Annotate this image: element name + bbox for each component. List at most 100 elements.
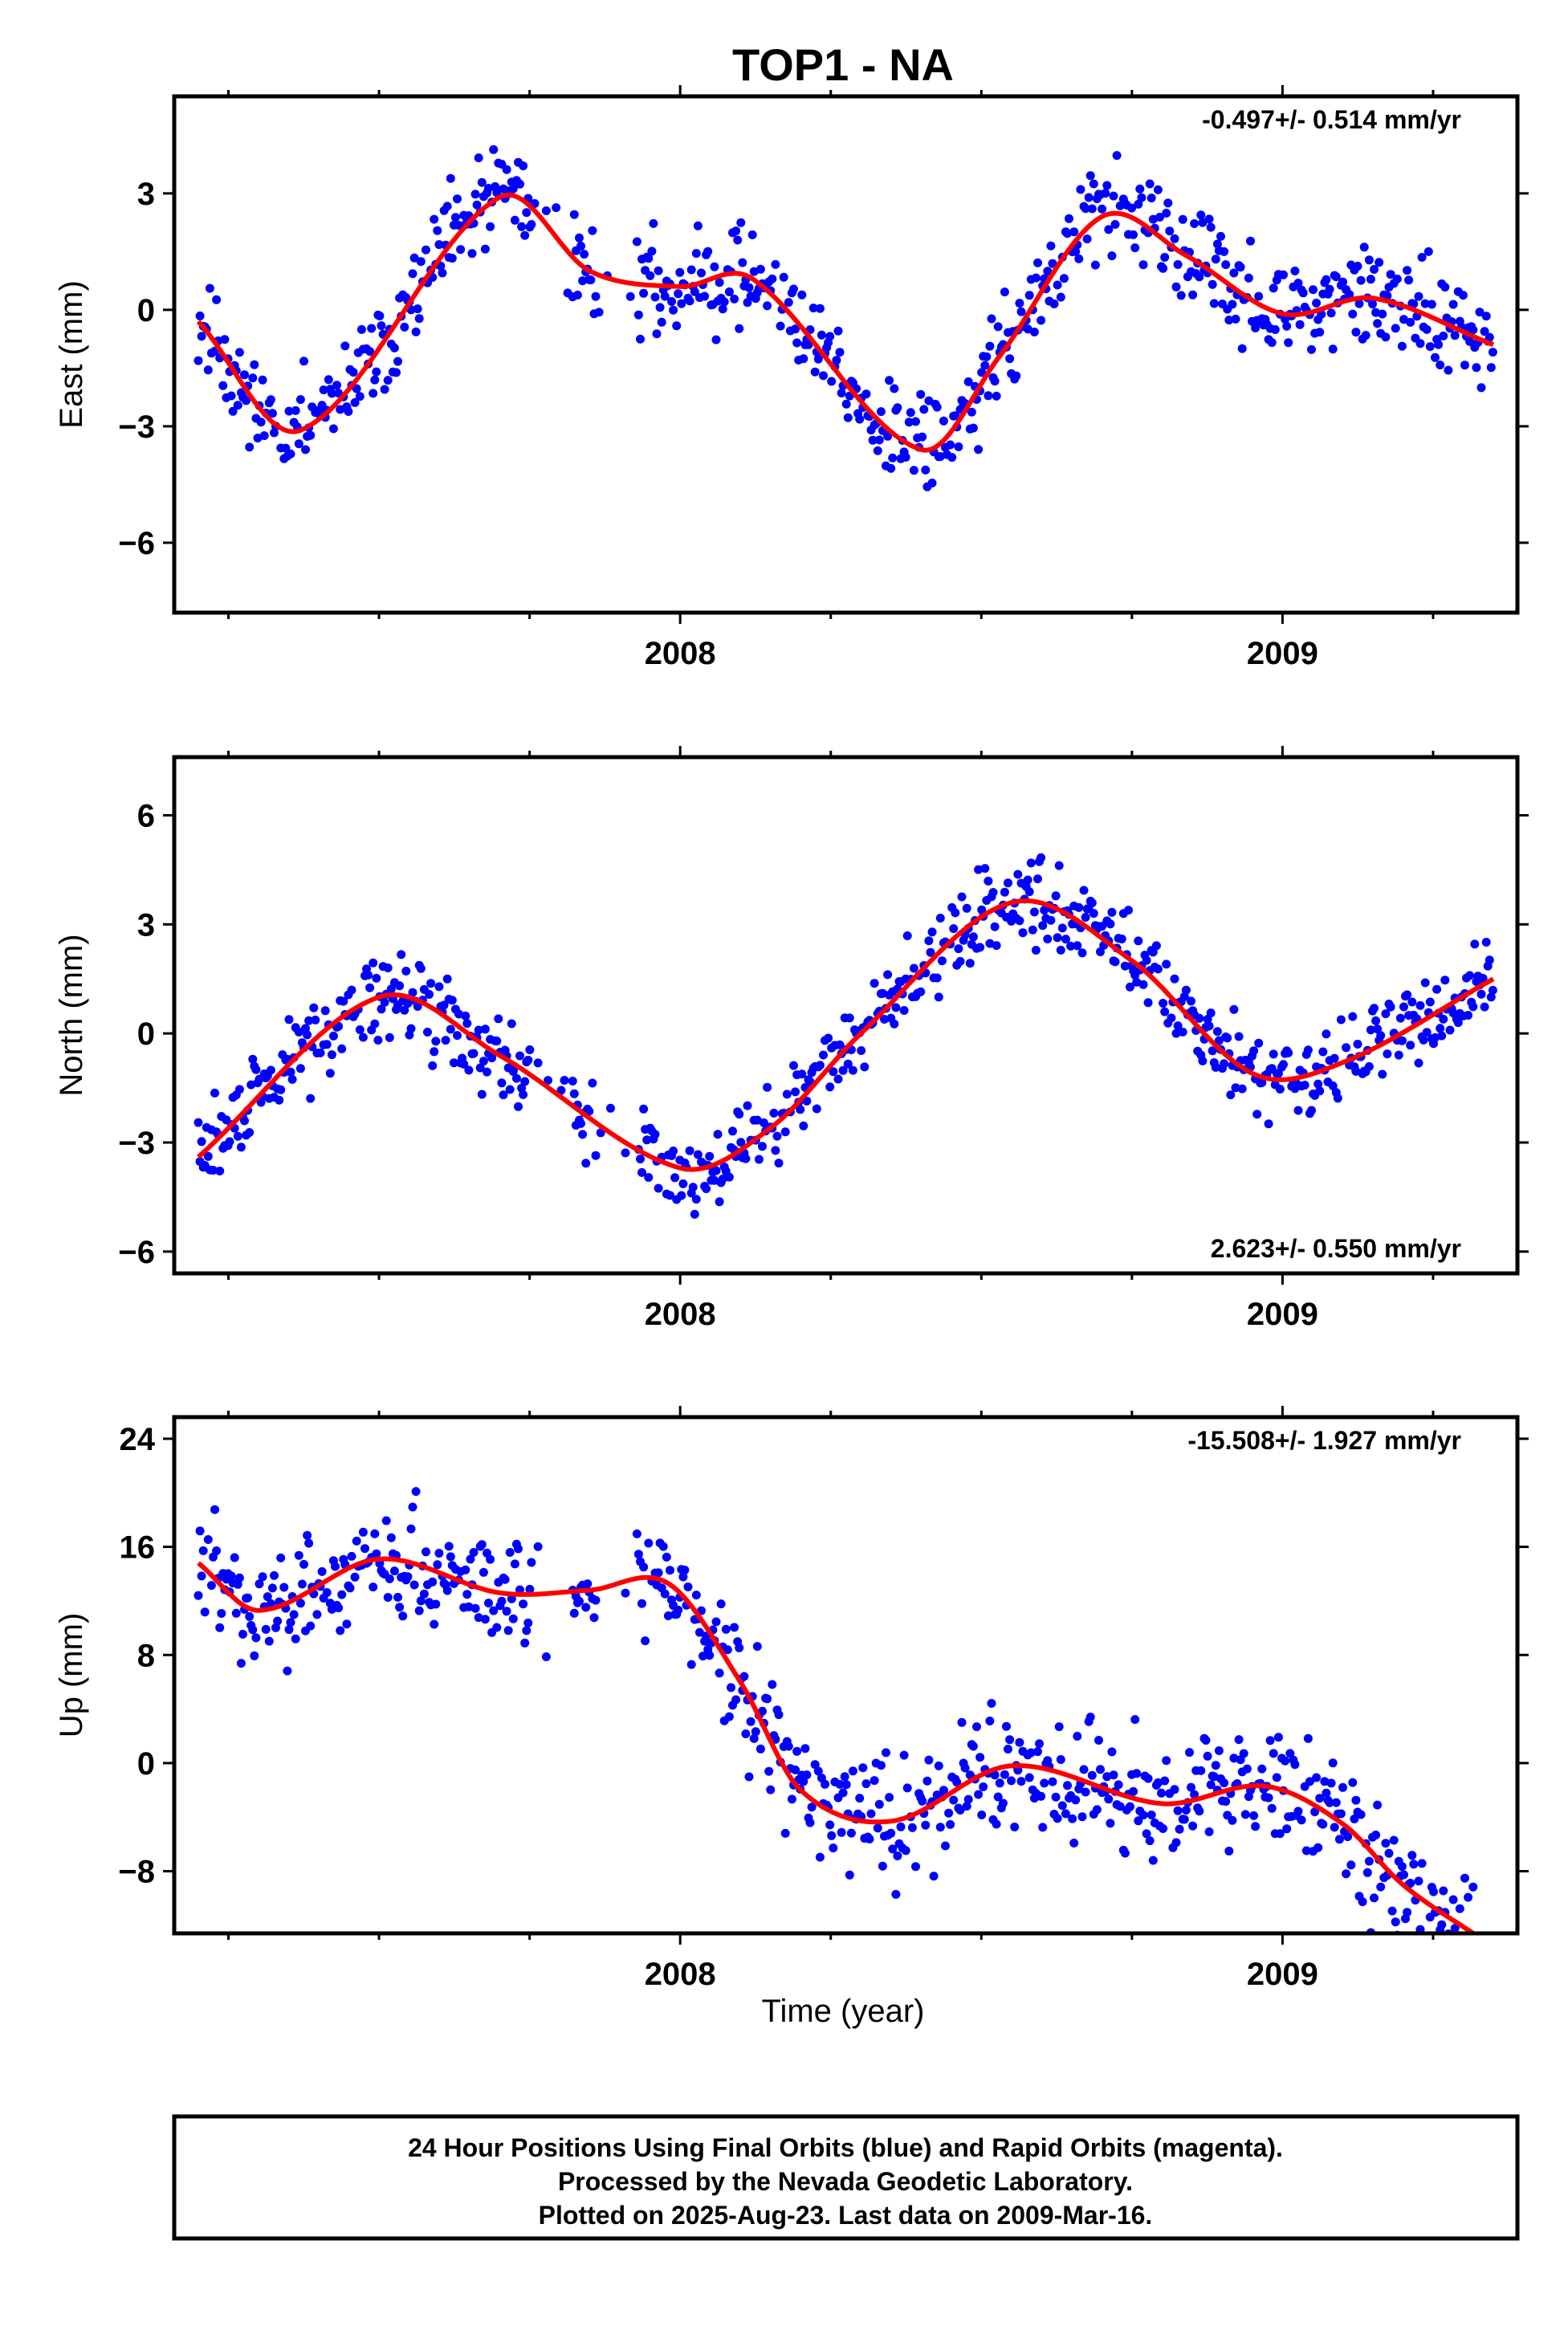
north-points [193, 853, 1497, 1219]
up-data-point [674, 1605, 683, 1615]
north-data-point [1414, 1058, 1423, 1068]
east-data-point [1370, 265, 1379, 274]
east-data-point [691, 249, 701, 259]
east-data-point [771, 259, 780, 269]
east-points [193, 145, 1497, 491]
east-data-point [1427, 299, 1436, 309]
up-data-point [431, 1599, 441, 1609]
up-data-point [1146, 1811, 1156, 1819]
north-data-point [1026, 858, 1036, 868]
up-data-point [1437, 1920, 1447, 1929]
up-data-point [715, 1668, 724, 1678]
east-data-point [1188, 290, 1198, 299]
up-data-point [1201, 1736, 1211, 1745]
up-data-point [637, 1599, 646, 1608]
east-data-point [832, 356, 841, 365]
north-data-point [416, 963, 426, 973]
up-data-point [226, 1571, 236, 1581]
up-data-point [430, 1619, 439, 1629]
north-data-point [693, 1150, 703, 1159]
east-data-point [1212, 239, 1222, 249]
north-data-point [678, 1179, 688, 1188]
east-data-point [1033, 258, 1042, 267]
north-data-point [515, 1051, 524, 1061]
east-data-point [954, 442, 963, 451]
north-data-point [1293, 1106, 1303, 1115]
up-data-point [896, 1822, 906, 1831]
up-data-point [409, 1580, 419, 1590]
east-data-point [1270, 325, 1280, 334]
east-data-point [1254, 291, 1264, 301]
up-data-point [1234, 1735, 1244, 1745]
north-data-point [286, 1067, 295, 1077]
north-data-point [835, 1040, 845, 1049]
east-data-point [434, 240, 444, 250]
up-data-point [1085, 1713, 1095, 1722]
north-data-point [1051, 891, 1061, 901]
up-data-point [841, 1780, 851, 1790]
east-data-point [744, 283, 754, 292]
north-xtick-label: 2009 [1247, 1297, 1318, 1332]
east-xtick-label: 2008 [645, 636, 716, 671]
north-data-point [447, 996, 457, 1005]
up-data-point [829, 1843, 838, 1853]
east-data-point [1417, 253, 1427, 262]
north-data-point [650, 1130, 660, 1139]
north-data-point [306, 1094, 316, 1103]
up-data-point [489, 1606, 499, 1615]
east-data-point [1488, 348, 1497, 357]
east-data-point [1392, 275, 1402, 283]
east-data-point [1290, 267, 1300, 275]
north-data-point [1223, 1033, 1232, 1043]
north-data-point [434, 982, 444, 992]
up-data-point [1068, 1814, 1077, 1823]
up-data-point [763, 1694, 772, 1704]
east-data-point [1368, 299, 1377, 309]
north-data-point [370, 1019, 380, 1029]
east-data-point [886, 463, 896, 473]
east-data-point [413, 304, 422, 314]
east-data-point [369, 389, 378, 398]
up-data-point [815, 1852, 825, 1862]
up-data-point [1037, 1791, 1046, 1801]
east-data-point [1383, 291, 1392, 300]
up-data-point [386, 1533, 396, 1542]
north-data-point [320, 1006, 330, 1016]
up-data-point [236, 1659, 246, 1668]
east-data-point [1029, 328, 1039, 336]
north-data-point [1445, 1025, 1455, 1035]
up-data-point [444, 1542, 454, 1551]
up-data-point [484, 1599, 493, 1608]
up-frame [172, 1415, 1520, 1936]
north-data-point [1336, 1015, 1346, 1024]
east-data-point [632, 237, 641, 246]
up-data-point [470, 1603, 480, 1613]
up-data-point [1188, 1821, 1198, 1831]
north-data-point [347, 985, 356, 995]
north-data-point [1142, 955, 1151, 965]
north-data-point [782, 1090, 792, 1099]
up-data-point [523, 1618, 533, 1627]
east-data-point [1173, 260, 1183, 269]
up-data-point [1115, 1802, 1125, 1811]
east-data-point [735, 324, 744, 333]
east-data-point [841, 399, 851, 409]
up-data-point [234, 1573, 244, 1583]
east-data-point [711, 335, 721, 344]
north-data-point [1279, 1060, 1288, 1069]
east-data-point [1356, 275, 1366, 285]
up-data-point [1273, 1733, 1283, 1742]
up-data-point [1138, 1811, 1148, 1820]
north-data-point [880, 1015, 889, 1024]
north-data-point [980, 864, 990, 874]
east-data-point [1216, 231, 1225, 241]
east-data-point [1422, 324, 1432, 334]
north-data-point [1198, 1056, 1208, 1065]
east-data-point [810, 367, 820, 377]
north-data-point [480, 1024, 490, 1034]
north-data-point [1204, 1021, 1214, 1031]
up-data-point [774, 1710, 784, 1720]
up-data-point [1429, 1887, 1438, 1896]
north-data-point [519, 1090, 528, 1099]
east-data-point [301, 445, 310, 454]
